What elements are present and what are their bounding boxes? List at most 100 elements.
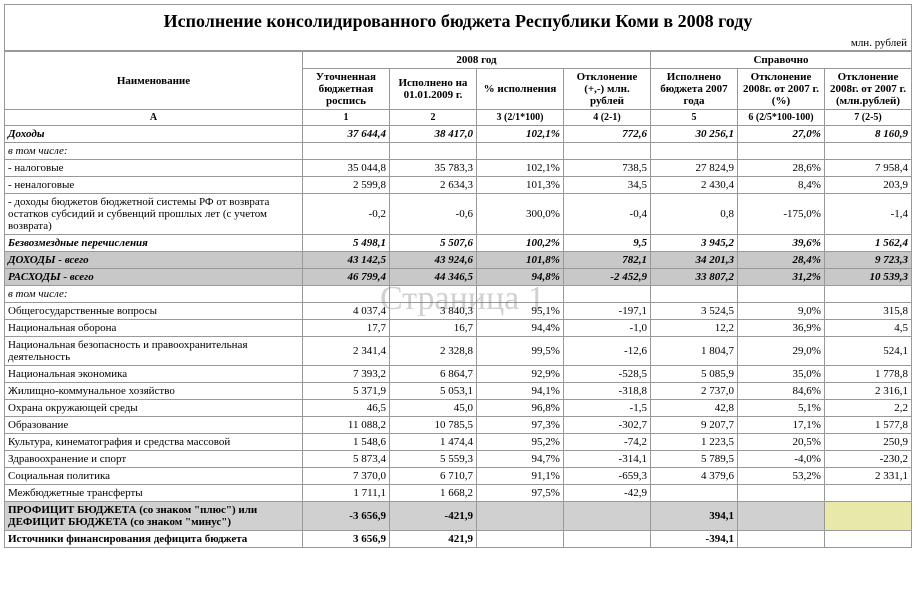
cell [563, 502, 650, 531]
table-row: Общегосударственные вопросы4 037,43 840,… [5, 303, 912, 320]
cell [563, 286, 650, 303]
table-row: Охрана окружающей среды46,545,096,8%-1,5… [5, 400, 912, 417]
cell [302, 286, 389, 303]
cell [302, 143, 389, 160]
table-row: Межбюджетные трансферты1 711,11 668,297,… [5, 485, 912, 502]
cell: 100,2% [476, 235, 563, 252]
cell: 43 142,5 [302, 252, 389, 269]
cell [737, 531, 824, 548]
table-row: Культура, кинематография и средства масс… [5, 434, 912, 451]
cell: 9 207,7 [650, 417, 737, 434]
cell: 3 656,9 [302, 531, 389, 548]
row-name: РАСХОДЫ - всего [5, 269, 303, 286]
cell: 1 474,4 [389, 434, 476, 451]
cell: 5 873,4 [302, 451, 389, 468]
cell [737, 485, 824, 502]
cell: -0,6 [389, 194, 476, 235]
cell: 1 223,5 [650, 434, 737, 451]
cell: -421,9 [389, 502, 476, 531]
hdr-r1: 1 [302, 110, 389, 126]
cell: 7 393,2 [302, 366, 389, 383]
cell: 94,1% [476, 383, 563, 400]
cell: 34 201,3 [650, 252, 737, 269]
cell: 1 577,8 [824, 417, 911, 434]
cell: 7 370,0 [302, 468, 389, 485]
cell: 36,9% [737, 320, 824, 337]
cell: 9,5 [563, 235, 650, 252]
cell [824, 502, 911, 531]
cell [737, 502, 824, 531]
row-name: Жилищно-коммунальное хозяйство [5, 383, 303, 400]
hdr-c3: % исполнения [476, 69, 563, 110]
cell: -197,1 [563, 303, 650, 320]
table-row: Жилищно-коммунальное хозяйство5 371,95 0… [5, 383, 912, 400]
cell [737, 143, 824, 160]
cell: 1 711,1 [302, 485, 389, 502]
cell: 524,1 [824, 337, 911, 366]
cell: -1,5 [563, 400, 650, 417]
cell: 91,1% [476, 468, 563, 485]
cell: 5 053,1 [389, 383, 476, 400]
hdr-2008: 2008 год [302, 52, 650, 69]
cell: 1 778,8 [824, 366, 911, 383]
cell: 94,4% [476, 320, 563, 337]
cell: 37 644,4 [302, 126, 389, 143]
cell: -1,4 [824, 194, 911, 235]
cell: 46 799,4 [302, 269, 389, 286]
cell: 94,7% [476, 451, 563, 468]
cell [389, 143, 476, 160]
table-row: Национальная экономика7 393,26 864,792,9… [5, 366, 912, 383]
cell: -74,2 [563, 434, 650, 451]
cell: 5 507,6 [389, 235, 476, 252]
cell: 28,4% [737, 252, 824, 269]
cell: -318,8 [563, 383, 650, 400]
cell: 20,5% [737, 434, 824, 451]
cell: -659,3 [563, 468, 650, 485]
hdr-r2: 2 [389, 110, 476, 126]
cell: 0,8 [650, 194, 737, 235]
cell [650, 286, 737, 303]
cell [824, 531, 911, 548]
cell: 99,5% [476, 337, 563, 366]
row-name: ДОХОДЫ - всего [5, 252, 303, 269]
row-name: Здравоохранение и спорт [5, 451, 303, 468]
cell: 2,2 [824, 400, 911, 417]
cell: 95,2% [476, 434, 563, 451]
cell: -2 452,9 [563, 269, 650, 286]
cell [476, 531, 563, 548]
cell: 5 085,9 [650, 366, 737, 383]
cell: -0,4 [563, 194, 650, 235]
cell: 9,0% [737, 303, 824, 320]
cell: 772,6 [563, 126, 650, 143]
row-name: Охрана окружающей среды [5, 400, 303, 417]
cell: 2 634,3 [389, 177, 476, 194]
cell: 5 371,9 [302, 383, 389, 400]
budget-table: Наименование 2008 год Справочно Уточненн… [4, 51, 912, 548]
hdr-r3: 3 (2/1*100) [476, 110, 563, 126]
cell: 27 824,9 [650, 160, 737, 177]
cell: 10 785,5 [389, 417, 476, 434]
cell: 27,0% [737, 126, 824, 143]
cell: 38 417,0 [389, 126, 476, 143]
cell: 35 783,3 [389, 160, 476, 177]
hdr-r7: 7 (2-5) [824, 110, 911, 126]
cell: 7 958,4 [824, 160, 911, 177]
table-row: ПРОФИЦИТ БЮДЖЕТА (со знаком "плюс") или … [5, 502, 912, 531]
cell: 95,1% [476, 303, 563, 320]
table-row: - доходы бюджетов бюджетной системы РФ о… [5, 194, 912, 235]
hdr-ref: Справочно [650, 52, 911, 69]
cell: 5 559,3 [389, 451, 476, 468]
page-title: Исполнение консолидированного бюджета Ре… [4, 4, 912, 36]
cell: -3 656,9 [302, 502, 389, 531]
cell: 84,6% [737, 383, 824, 400]
table-row: Безвозмездные перечисления5 498,15 507,6… [5, 235, 912, 252]
cell: 9 723,3 [824, 252, 911, 269]
hdr-c4: Отклонение (+,-) млн. рублей [563, 69, 650, 110]
cell: 39,6% [737, 235, 824, 252]
cell [824, 286, 911, 303]
cell: 43 924,6 [389, 252, 476, 269]
cell: 33 807,2 [650, 269, 737, 286]
cell: 1 804,7 [650, 337, 737, 366]
cell: 44 346,5 [389, 269, 476, 286]
cell: 2 331,1 [824, 468, 911, 485]
